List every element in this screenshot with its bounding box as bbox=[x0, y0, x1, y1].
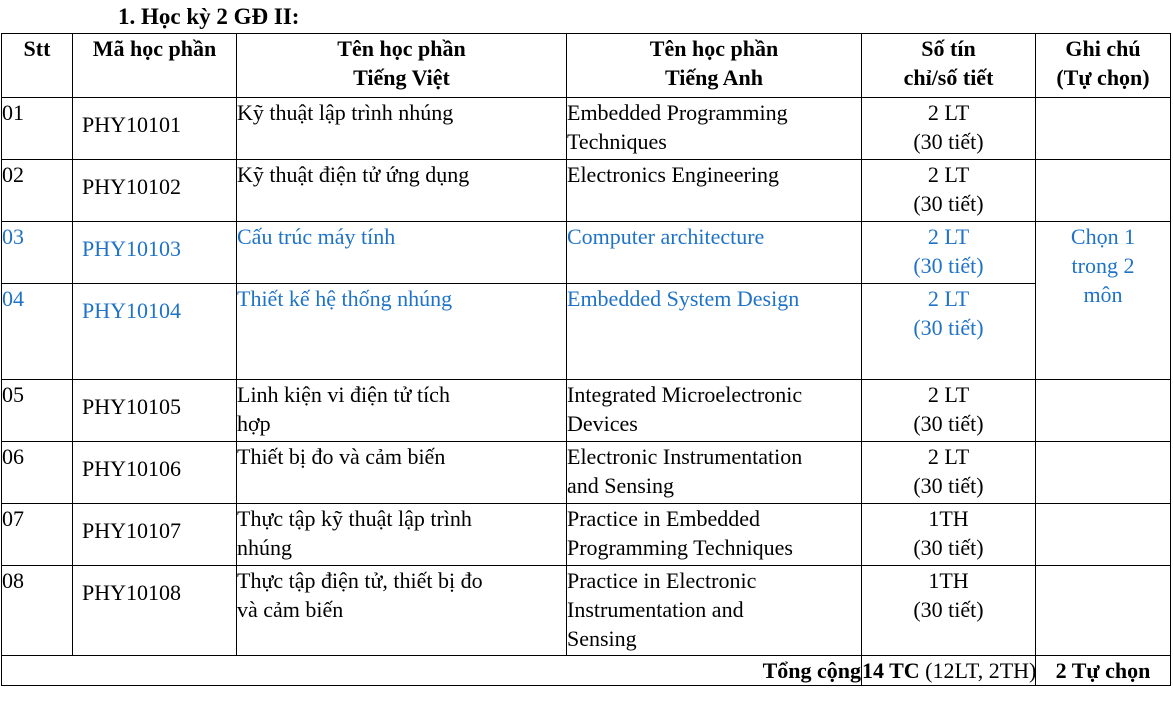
section-heading: 1. Học kỳ 2 GĐ II: bbox=[118, 4, 300, 29]
cell-name-vi: Thiết bị đo và cảm biến bbox=[236, 441, 567, 504]
cell-course-code: PHY10105 bbox=[72, 379, 237, 442]
cell-name-vi: Cấu trúc máy tính bbox=[236, 221, 567, 284]
cell-name-en: Electronics Engineering bbox=[566, 159, 862, 222]
cell-credits: 2 LT (30 tiết) bbox=[861, 283, 1036, 380]
total-row: Tổng cộng 14 TC (12LT, 2TH) 2 Tự chọn bbox=[1, 655, 1171, 686]
column-header-credits: Số tín chỉ/số tiết bbox=[861, 33, 1036, 98]
cell-name-en: Embedded Programming Techniques bbox=[566, 97, 862, 160]
cell-stt: 07 bbox=[1, 503, 73, 566]
table-row: 07 PHY10107 Thực tập kỹ thuật lập trình nhú… bbox=[1, 503, 1171, 566]
column-header-stt: Stt bbox=[1, 33, 73, 98]
table-row: 02 PHY10102 Kỹ thuật điện tử ứng dụng Elect… bbox=[1, 159, 1171, 222]
table-row: 05 PHY10105 Linh kiện vi điện tử tích hợp In… bbox=[1, 379, 1171, 442]
course-table: Stt Mã học phần Tên học phần Tiếng Việt T… bbox=[1, 33, 1171, 686]
cell-credits: 2 LT (30 tiết) bbox=[861, 97, 1036, 160]
cell-stt: 03 bbox=[1, 221, 73, 284]
cell-name-vi: Thực tập điện tử, thiết bị đo và cảm biến bbox=[236, 565, 567, 656]
cell-note bbox=[1035, 159, 1171, 222]
column-header-name-en: Tên học phần Tiếng Anh bbox=[566, 33, 862, 98]
table-row: 03 PHY10103 Cấu trúc máy tính Computer arch… bbox=[1, 221, 1171, 380]
cell-name-en: Practice in Electronic Instrumentation an… bbox=[566, 565, 862, 656]
column-header-note: Ghi chú (Tự chọn) bbox=[1035, 33, 1171, 98]
cell-credits: 2 LT (30 tiết) bbox=[861, 221, 1036, 284]
cell-name-vi: Kỹ thuật lập trình nhúng bbox=[236, 97, 567, 160]
column-header-name-vi: Tên học phần Tiếng Việt bbox=[236, 33, 567, 98]
cell-stt: 02 bbox=[1, 159, 73, 222]
cell-course-code: PHY10106 bbox=[72, 441, 237, 504]
column-header-code: Mã học phần bbox=[72, 33, 237, 98]
table-row: 04 PHY10104 Thiết kế hệ thống nhúng Embedde… bbox=[1, 283, 1171, 380]
total-elective-note: 2 Tự chọn bbox=[1035, 655, 1171, 686]
cell-credits: 1TH (30 tiết) bbox=[861, 503, 1036, 566]
table-row: 08 PHY10108 Thực tập điện tử, thiết bị đo v… bbox=[1, 565, 1171, 656]
cell-note bbox=[1035, 379, 1171, 442]
cell-stt: 05 bbox=[1, 379, 73, 442]
cell-name-en: Integrated Microelectronic Devices bbox=[566, 379, 862, 442]
total-credits: 14 TC (12LT, 2TH) bbox=[861, 655, 1036, 686]
cell-name-en: Practice in Embedded Programming Techniqu… bbox=[566, 503, 862, 566]
cell-note bbox=[1035, 441, 1171, 504]
cell-credits: 2 LT (30 tiết) bbox=[861, 159, 1036, 222]
cell-name-vi: Linh kiện vi điện tử tích hợp bbox=[236, 379, 567, 442]
cell-name-en: Electronic Instrumentation and Sensing bbox=[566, 441, 862, 504]
table-header-row: Stt Mã học phần Tên học phần Tiếng Việt T… bbox=[1, 33, 1171, 98]
cell-course-code: PHY10102 bbox=[72, 159, 237, 222]
cell-elective-note: Chọn 1 trong 2 môn bbox=[1035, 221, 1171, 380]
cell-credits: 1TH (30 tiết) bbox=[861, 565, 1036, 656]
cell-course-code: PHY10101 bbox=[72, 97, 237, 160]
cell-course-code: PHY10103 bbox=[72, 221, 237, 284]
cell-note bbox=[1035, 565, 1171, 656]
cell-stt: 04 bbox=[1, 283, 73, 380]
cell-course-code: PHY10104 bbox=[72, 283, 237, 380]
cell-note bbox=[1035, 503, 1171, 566]
cell-stt: 08 bbox=[1, 565, 73, 656]
cell-name-vi: Kỹ thuật điện tử ứng dụng bbox=[236, 159, 567, 222]
table-row: 06 PHY10106 Thiết bị đo và cảm biến Electro… bbox=[1, 441, 1171, 504]
cell-stt: 01 bbox=[1, 97, 73, 160]
cell-name-vi: Thực tập kỹ thuật lập trình nhúng bbox=[236, 503, 567, 566]
cell-credits: 2 LT (30 tiết) bbox=[861, 379, 1036, 442]
cell-name-en: Embedded System Design bbox=[566, 283, 862, 380]
cell-note bbox=[1035, 97, 1171, 160]
cell-stt: 06 bbox=[1, 441, 73, 504]
cell-name-en: Computer architecture bbox=[566, 221, 862, 284]
total-label: Tổng cộng bbox=[1, 655, 862, 686]
cell-credits: 2 LT (30 tiết) bbox=[861, 441, 1036, 504]
cell-name-vi: Thiết kế hệ thống nhúng bbox=[236, 283, 567, 380]
cell-course-code: PHY10108 bbox=[72, 565, 237, 656]
cell-course-code: PHY10107 bbox=[72, 503, 237, 566]
table-row: 01 PHY10101 Kỹ thuật lập trình nhúng Embedd… bbox=[1, 97, 1171, 160]
